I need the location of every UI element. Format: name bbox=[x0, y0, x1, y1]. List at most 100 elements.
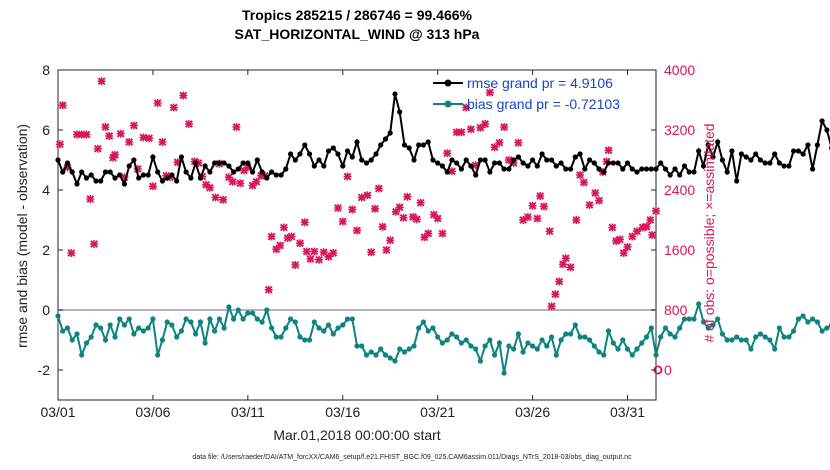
rmse-point bbox=[596, 166, 602, 172]
rmse-point bbox=[359, 157, 365, 163]
bias-point bbox=[283, 325, 289, 331]
rmse-point bbox=[420, 142, 426, 148]
rmse-point bbox=[591, 160, 597, 166]
obs-assimilated-point bbox=[93, 144, 102, 153]
obs-assimilated-point bbox=[334, 204, 343, 212]
rmse-point bbox=[406, 145, 412, 151]
bias-point bbox=[757, 331, 764, 337]
rmse-point bbox=[245, 160, 251, 166]
obs-assimilated-point bbox=[82, 130, 91, 139]
plot-frame bbox=[57, 69, 657, 401]
y-tick-label: 0 bbox=[42, 302, 50, 318]
bias-point bbox=[269, 325, 275, 331]
rmse-point bbox=[368, 157, 374, 163]
obs-assimilated-point bbox=[399, 213, 408, 222]
bias-point bbox=[539, 337, 545, 343]
bias-point bbox=[306, 337, 313, 343]
rmse-point bbox=[814, 142, 821, 148]
obs-assimilated-point bbox=[211, 193, 220, 202]
bias-point bbox=[79, 352, 85, 358]
bias-point bbox=[88, 334, 94, 340]
x-tick-label: 03/21 bbox=[420, 404, 455, 420]
y-right-tick-label: 4000 bbox=[664, 62, 695, 78]
bias-point bbox=[164, 319, 170, 325]
rmse-point bbox=[681, 163, 688, 169]
bias-point bbox=[643, 334, 650, 340]
rmse-point bbox=[349, 154, 355, 160]
rmse-point bbox=[677, 172, 683, 178]
obs-assimilated-point bbox=[539, 202, 548, 211]
bias-point bbox=[69, 337, 75, 343]
rmse-point bbox=[449, 157, 455, 163]
rmse-point bbox=[392, 91, 398, 97]
rmse-point bbox=[539, 151, 545, 157]
obs-assimilated-point bbox=[646, 216, 655, 224]
rmse-point bbox=[292, 157, 298, 163]
bias-point bbox=[354, 343, 360, 349]
rmse-point bbox=[216, 160, 222, 166]
rmse-point bbox=[634, 169, 640, 175]
obs-assimilated-point bbox=[416, 198, 425, 207]
bias-point bbox=[639, 340, 645, 346]
y-axis-right-label: # of obs: o=possible; ×=assimilated bbox=[701, 123, 717, 342]
obs-assimilated-point bbox=[371, 204, 380, 213]
bias-point bbox=[487, 337, 493, 343]
bias-point bbox=[691, 316, 697, 322]
bias-point bbox=[288, 316, 294, 322]
rmse-point bbox=[691, 169, 697, 175]
rmse-point bbox=[55, 157, 61, 163]
obs-assimilated-point bbox=[276, 241, 285, 250]
rmse-point bbox=[568, 166, 574, 172]
bias-point bbox=[387, 355, 393, 361]
bias-point bbox=[64, 325, 71, 331]
rmse-point bbox=[439, 163, 445, 169]
bias-point bbox=[316, 325, 322, 331]
bias-point bbox=[681, 316, 688, 322]
bias-point bbox=[800, 313, 806, 319]
bias-point bbox=[292, 319, 298, 325]
rmse-point bbox=[240, 160, 246, 166]
obs-assimilated-point bbox=[158, 138, 167, 146]
bias-point bbox=[363, 352, 370, 358]
bias-point bbox=[150, 316, 156, 322]
legend: rmse grand pr = 4.9106 bias grand pr = -… bbox=[433, 75, 620, 112]
obs-assimilated-point bbox=[424, 229, 433, 238]
rmse-point bbox=[102, 169, 109, 175]
rmse-point bbox=[824, 127, 830, 133]
bias-point bbox=[126, 316, 132, 322]
data-file-footnote: data file: /Users/raeder/DAI/ATM_forcXX/… bbox=[192, 454, 632, 461]
obs-assimilated-point bbox=[447, 167, 456, 176]
obs-assimilated-point bbox=[628, 232, 637, 241]
rmse-point bbox=[401, 142, 408, 148]
chart-title: Tropics 285215 / 286746 = 99.466% bbox=[242, 7, 473, 23]
bias-point bbox=[335, 325, 341, 331]
rmse-point bbox=[653, 166, 659, 172]
rmse-point bbox=[463, 157, 469, 163]
obs-assimilated-point bbox=[595, 196, 604, 205]
rmse-point bbox=[202, 163, 208, 169]
rmse-point bbox=[435, 160, 441, 166]
bias-point bbox=[781, 334, 787, 340]
rmse-point bbox=[269, 169, 275, 175]
legend-bias-marker bbox=[444, 100, 452, 108]
bias-point bbox=[378, 346, 384, 352]
rmse-point bbox=[340, 163, 346, 169]
bias-point bbox=[463, 337, 469, 343]
bias-point bbox=[710, 322, 716, 328]
obs-assimilated-point bbox=[395, 203, 404, 212]
bias-point bbox=[311, 319, 317, 325]
obs-assimilated-point bbox=[55, 140, 64, 149]
rmse-point bbox=[501, 166, 507, 172]
rmse-point bbox=[629, 166, 635, 172]
bias-point bbox=[98, 325, 104, 331]
rmse-point bbox=[781, 163, 787, 169]
obs-assimilated-point bbox=[306, 255, 315, 263]
rmse-point bbox=[411, 157, 417, 163]
obs-assimilated-point bbox=[545, 227, 554, 236]
rmse-point bbox=[705, 142, 711, 148]
obs-assimilated-point bbox=[615, 235, 624, 244]
bias-point bbox=[273, 334, 279, 340]
bias-point bbox=[216, 316, 222, 322]
obs-assimilated-point bbox=[551, 290, 560, 299]
bias-point bbox=[819, 328, 825, 334]
